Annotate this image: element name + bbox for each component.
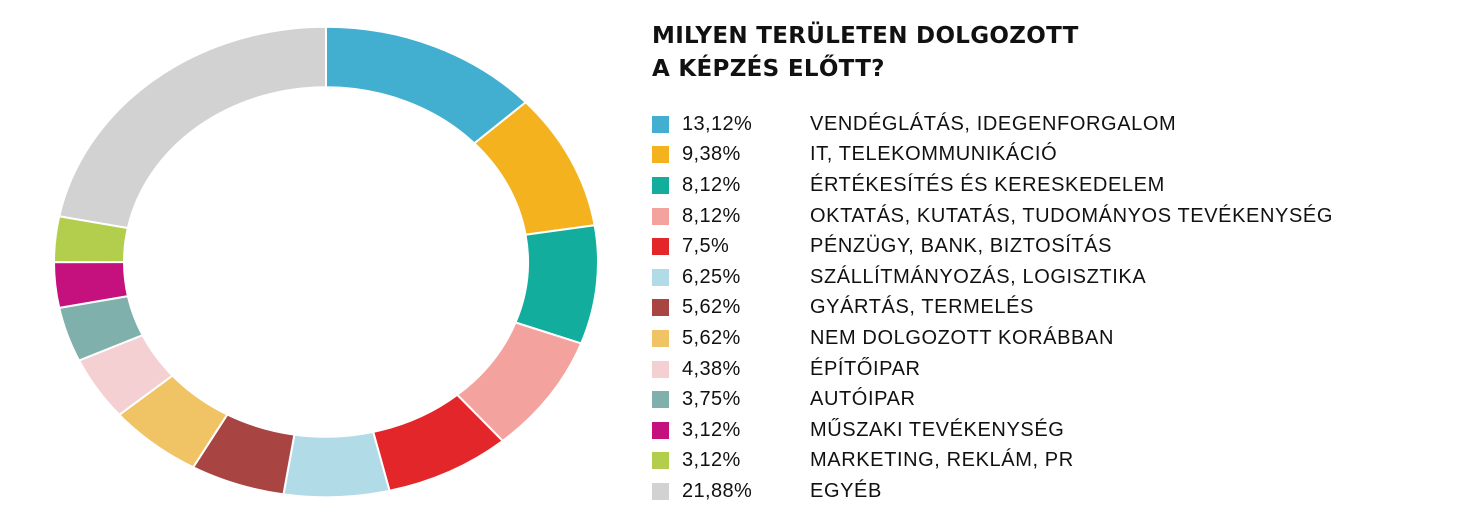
legend-value: 4,38% [682, 357, 741, 380]
legend-item: 6,25% SZÁLLÍTMÁNYOZÁS, LOGISZTIKA [652, 262, 1333, 293]
legend-label: EGYÉB [810, 479, 882, 502]
legend-label: AUTÓIPAR [810, 388, 916, 411]
legend-swatch [652, 115, 669, 133]
chart-legend: 13,12% VENDÉGLÁTÁS, IDEGENFORGALOM 9,38% IT… [652, 109, 1333, 507]
legend-swatch [652, 482, 669, 500]
legend-swatch [652, 268, 669, 286]
legend-label: PÉNZÜGY, BANK, BIZTOSÍTÁS [810, 235, 1113, 258]
legend-swatch [652, 299, 669, 317]
legend-item: 9,38% IT, TELEKOMMUNIKÁCIÓ [652, 140, 1333, 171]
legend-label: MŰSZAKI TEVÉKENYSÉG [810, 418, 1065, 441]
legend-swatch [652, 329, 669, 347]
legend-item: 13,12% VENDÉGLÁTÁS, IDEGENFORGALOM [652, 109, 1333, 140]
legend-item: 8,12% OKTATÁS, KUTATÁS, TUDOMÁNYOS TEVÉKE… [652, 201, 1333, 232]
legend-value: 3,75% [682, 388, 741, 411]
legend-value: 8,12% [682, 173, 741, 196]
legend-item: 21,88% EGYÉB [652, 476, 1333, 507]
legend-swatch [652, 238, 669, 256]
legend-value: 9,38% [682, 143, 741, 166]
chart-title: MILYEN TERÜLETEN DOLGOZOTT A KÉPZÉS ELŐT… [652, 20, 1079, 86]
legend-value: 21,88% [682, 479, 753, 502]
legend-label: IT, TELEKOMMUNIKÁCIÓ [810, 143, 1058, 166]
chart-title-line-1: MILYEN TERÜLETEN DOLGOZOTT [652, 23, 1079, 49]
legend-swatch [652, 146, 669, 164]
legend-swatch [652, 176, 669, 194]
legend-label: ÉPÍTŐIPAR [810, 357, 921, 380]
legend-value: 8,12% [682, 204, 741, 227]
legend-item: 3,12% MŰSZAKI TEVÉKENYSÉG [652, 415, 1333, 446]
legend-value: 13,12% [682, 112, 753, 135]
legend-label: ÉRTÉKESÍTÉS ÉS KERESKEDELEM [810, 173, 1165, 196]
legend-item: 7,5% PÉNZÜGY, BANK, BIZTOSÍTÁS [652, 231, 1333, 262]
legend-swatch [652, 421, 669, 439]
legend-item: 8,12% ÉRTÉKESÍTÉS ÉS KERESKEDELEM [652, 170, 1333, 201]
legend-value: 5,62% [682, 326, 741, 349]
legend-item: 5,62% GYÁRTÁS, TERMELÉS [652, 293, 1333, 324]
legend-value: 6,25% [682, 265, 741, 288]
donut-slice-13 [57, 25, 327, 230]
legend-label: VENDÉGLÁTÁS, IDEGENFORGALOM [810, 112, 1177, 135]
legend-value: 3,12% [682, 418, 741, 441]
legend-label: MARKETING, REKLÁM, PR [810, 449, 1074, 472]
donut-slice-6 [282, 430, 391, 499]
legend-value: 3,12% [682, 449, 741, 472]
legend-value: 5,62% [682, 296, 741, 319]
legend-swatch [652, 452, 669, 470]
legend-swatch [652, 207, 669, 225]
legend-value: 7,5% [682, 235, 730, 258]
legend-item: 3,12% MARKETING, REKLÁM, PR [652, 446, 1333, 477]
legend-label: NEM DOLGOZOTT KORÁBBAN [810, 326, 1114, 349]
legend-item: 5,62% NEM DOLGOZOTT KORÁBBAN [652, 323, 1333, 354]
legend-label: SZÁLLÍTMÁNYOZÁS, LOGISZTIKA [810, 265, 1147, 288]
legend-item: 4,38% ÉPÍTŐIPAR [652, 354, 1333, 385]
legend-swatch [652, 391, 669, 409]
legend-item: 3,75% AUTÓIPAR [652, 384, 1333, 415]
chart-title-line-2: A KÉPZÉS ELŐTT? [652, 56, 885, 82]
legend-label: GYÁRTÁS, TERMELÉS [810, 296, 1034, 319]
donut-chart [52, 25, 599, 499]
legend-label: OKTATÁS, KUTATÁS, TUDOMÁNYOS TEVÉKENYSÉG [810, 204, 1333, 227]
legend-swatch [652, 360, 669, 378]
